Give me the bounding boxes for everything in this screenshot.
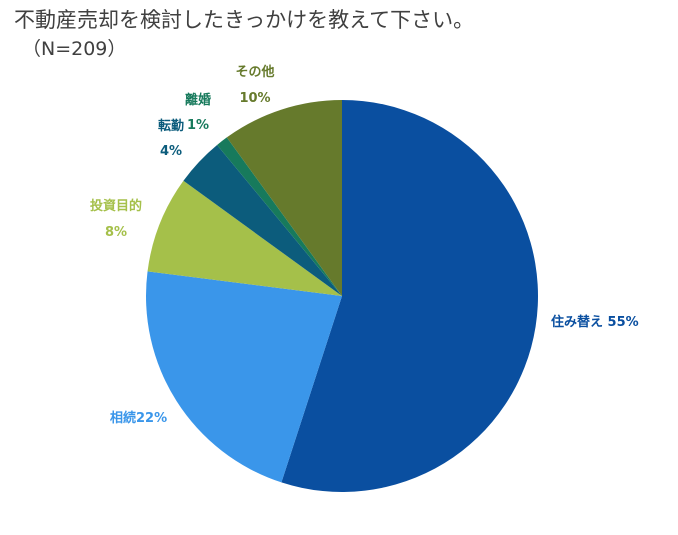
slice-percent-label: 4% <box>160 144 182 159</box>
slice-label: 投資目的 <box>90 198 142 214</box>
slice-label: 住み替え 55% <box>551 314 639 330</box>
slice-souzoku <box>146 271 342 483</box>
slice-label: その他 <box>235 64 274 80</box>
slice-percent-label: 8% <box>105 225 127 240</box>
pie-slices <box>146 100 538 492</box>
slice-percent-label: 10% <box>239 91 270 106</box>
pie-labels: 住み替え 55% 相続22% 投資目的 8% 転勤 4% 離婚 1% その他 10% <box>90 64 639 426</box>
slice-sumikae <box>281 100 538 492</box>
slice-percent-label: 1% <box>187 118 209 133</box>
chart-title: 不動産売却を検討したきっかけを教えて下さい。 <box>14 8 475 32</box>
slice-rikon <box>217 137 342 296</box>
slice-label: 転勤 <box>158 118 184 134</box>
slice-sonota <box>226 100 342 296</box>
slice-label: 離婚 <box>185 92 211 108</box>
slice-tenkin <box>183 144 342 296</box>
slice-toushi <box>147 180 342 296</box>
chart-subtitle: （N=209） <box>22 38 127 60</box>
slice-label: 相続22% <box>110 410 167 426</box>
